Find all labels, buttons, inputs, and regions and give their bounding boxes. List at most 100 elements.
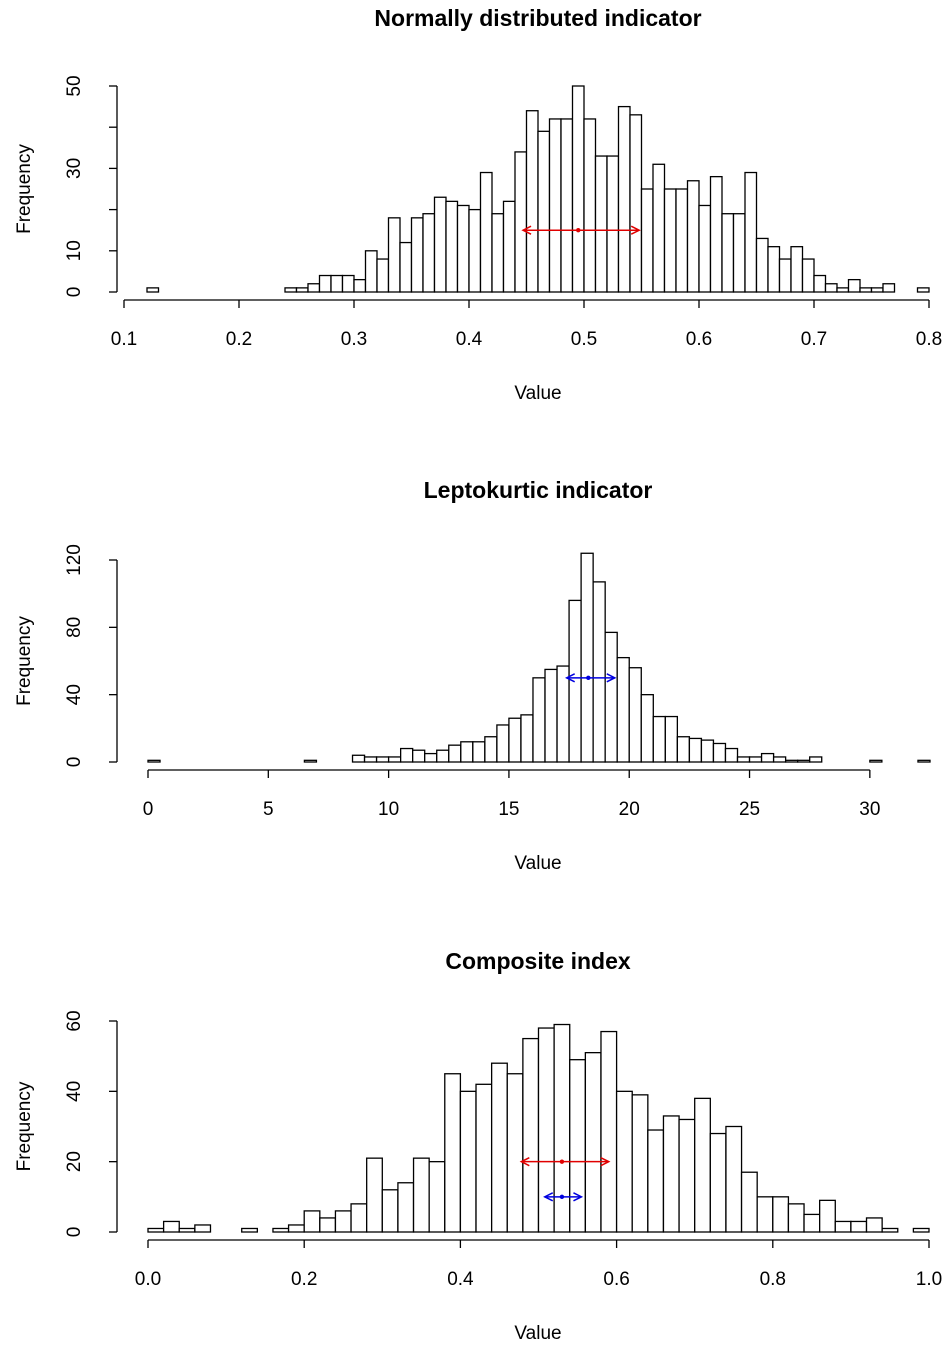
interval-mid [576,228,581,233]
x-tick-label: 0.5 [571,329,597,350]
histogram-bar [568,599,582,763]
x-tick-label: 15 [498,799,519,820]
arrow-head [600,1156,611,1167]
histogram-bar [350,1203,368,1233]
histogram-bar [366,1157,383,1233]
histogram-bar [787,1203,805,1233]
histogram-bar [353,278,367,293]
histogram-bar [870,287,884,293]
x-tick-label: 0.0 [135,1269,161,1290]
histogram-bar [399,241,413,293]
histogram-bar [652,163,666,293]
histogram-bar [544,668,558,763]
histogram-bar [479,171,493,293]
y-axis-label: Frequency [14,616,35,706]
histogram-bar [675,188,689,293]
histogram-bar [688,737,703,763]
x-tick-label: 5 [263,799,274,820]
histogram-bar [397,1182,415,1233]
x-tick-label: 0.2 [291,1269,317,1290]
histogram-bar [319,1217,337,1233]
y-axis-label: Frequency [14,1081,35,1171]
arrow-head [606,673,617,683]
histogram-bar [506,1073,524,1233]
y-tick-label: 0 [64,287,85,298]
histogram-bar [569,1059,587,1233]
x-axis-label: Value [514,383,561,404]
arrow-head [519,1156,530,1167]
chart-title: Leptokurtic indicator [424,477,653,503]
histogram-bar [606,155,620,293]
histogram-bar [548,118,562,293]
histogram-bar [678,1118,696,1233]
histogram-bar [617,105,631,293]
y-tick-label: 40 [64,1081,85,1102]
histogram-bar [444,1073,462,1233]
histogram-bar [813,274,827,293]
histogram-bar [664,715,679,763]
histogram-bar [628,667,642,763]
histogram-bar [859,287,873,293]
histogram-bar [556,665,570,763]
histogram-bar [801,258,815,293]
histogram-bar [307,283,321,293]
histogram-bar [287,1224,305,1233]
arrow-head [521,225,532,235]
histogram-bar [917,759,931,763]
histogram-bar [615,1090,633,1233]
x-axis-label: Value [514,1323,561,1344]
y-tick-label: 30 [64,158,85,179]
histogram-bar [284,287,298,293]
histogram-bar [732,213,746,293]
histogram-bar [364,250,378,293]
x-tick-label: 30 [859,799,880,820]
histogram-bar [241,1227,258,1233]
x-tick-label: 0.6 [686,329,712,350]
chart-title: Normally distributed indicator [374,5,701,31]
histogram-bar [592,581,606,763]
histogram-bar [916,287,930,293]
histogram-bar [709,175,723,293]
histogram-bar [580,552,594,763]
histogram-bar [772,1196,790,1233]
histogram-bar [662,1115,680,1233]
y-tick-label: 50 [64,75,85,96]
histogram-bar [600,1030,618,1233]
x-tick-label: 10 [378,799,399,820]
histogram-bar [424,752,438,763]
histogram-bar [445,200,459,293]
histogram-bar [436,749,450,763]
histogram-bar [363,756,378,763]
x-tick-label: 0.4 [447,1269,474,1290]
histogram-bar [594,155,608,293]
y-axis-label: Frequency [14,144,35,234]
histogram-bar [351,754,366,763]
x-tick-label: 0.8 [916,329,942,350]
histogram-bar [571,85,585,293]
histogram-bar [456,204,470,293]
y-tick-label: 0 [64,1227,85,1238]
histogram-bar [797,759,811,763]
histogram-bar [790,246,804,293]
histogram-bar [604,631,618,763]
histogram-bar [744,171,758,293]
arrow-head [630,225,641,235]
histogram-bar [663,188,677,293]
histogram-bar [694,1097,711,1233]
x-tick-label: 0.6 [603,1269,629,1290]
histogram-bar [583,118,597,293]
histogram-bar [700,739,715,763]
histogram-bar [819,1199,836,1233]
histogram-bar [676,736,691,763]
x-tick-label: 0 [143,799,154,820]
histogram-bar [755,237,769,293]
histogram-bar [341,274,355,293]
histogram-bar [475,1083,493,1233]
x-tick-label: 0.7 [801,329,827,350]
histogram-bar [836,287,850,293]
histogram-bar [525,110,539,293]
histogram-bar [809,756,823,763]
histogram-bar [640,188,654,293]
histogram-bar [784,759,799,763]
